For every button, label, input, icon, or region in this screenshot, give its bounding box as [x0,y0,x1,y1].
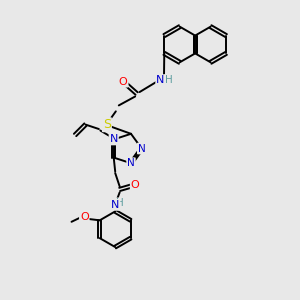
Text: O: O [131,180,140,190]
Text: N: N [111,200,119,210]
Text: H: H [116,198,124,208]
Text: N: N [156,75,165,85]
Text: N: N [138,143,146,154]
Text: O: O [119,76,128,87]
Text: N: N [127,158,135,168]
Text: S: S [103,118,111,131]
Text: N: N [110,134,118,144]
Text: O: O [80,212,89,222]
Text: H: H [165,75,172,85]
